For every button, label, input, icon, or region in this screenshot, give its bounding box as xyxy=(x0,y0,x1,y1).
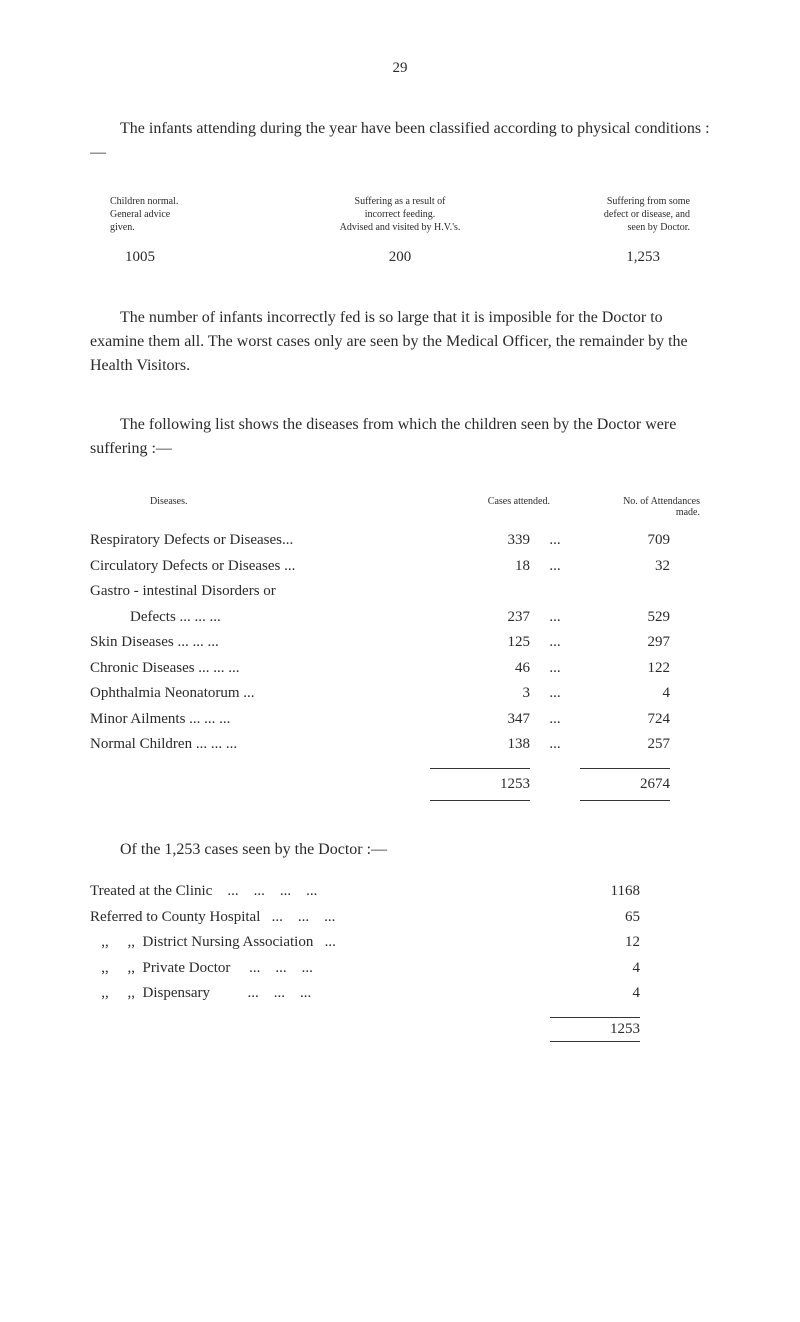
disease-attendances: 257 xyxy=(580,732,670,758)
dots-separator xyxy=(530,579,580,605)
col2-header: Suffering as a result ofincorrect feedin… xyxy=(307,195,493,234)
total-cases: 1253 xyxy=(430,768,530,802)
disease-header-left: Diseases. xyxy=(150,496,430,518)
disease-cases: 138 xyxy=(430,732,530,758)
col1-value: 1005 xyxy=(90,249,276,266)
disease-label: Defects ... ... ... xyxy=(90,605,430,631)
disease-row: Gastro - intestinal Disorders or xyxy=(90,579,710,605)
dots-separator: ... xyxy=(530,554,580,580)
disease-label: Skin Diseases ... ... ... xyxy=(90,630,430,656)
doctor-row: Referred to County Hospital ... ... ...6… xyxy=(90,905,710,931)
doctor-section: Of the 1,253 cases seen by the Doctor :—… xyxy=(90,841,710,1042)
dots-separator: ... xyxy=(530,707,580,733)
col3-value: 1,253 xyxy=(524,249,710,266)
doctor-intro: Of the 1,253 cases seen by the Doctor :— xyxy=(90,841,710,859)
disease-header-right: No. of Attendancesmade. xyxy=(550,496,700,518)
disease-cases: 237 xyxy=(430,605,530,631)
dots-separator: ... xyxy=(530,732,580,758)
disease-label: Respiratory Defects or Diseases... xyxy=(90,528,430,554)
disease-label: Ophthalmia Neonatorum ... xyxy=(90,681,430,707)
disease-attendances: 4 xyxy=(580,681,670,707)
dots-separator: ... xyxy=(530,656,580,682)
doctor-row: Treated at the Clinic ... ... ... ...116… xyxy=(90,879,710,905)
disease-totals-row: 1253 2674 xyxy=(90,768,710,802)
doctor-row-label: ,, ,, Private Doctor ... ... ... xyxy=(90,956,550,982)
disease-label: Minor Ailments ... ... ... xyxy=(90,707,430,733)
col1-header: Children normal.General advicegiven. xyxy=(90,195,276,234)
doctor-row: ,, ,, District Nursing Association ...12 xyxy=(90,930,710,956)
disease-label: Normal Children ... ... ... xyxy=(90,732,430,758)
disease-attendances: 709 xyxy=(580,528,670,554)
disease-cases: 18 xyxy=(430,554,530,580)
disease-attendances: 529 xyxy=(580,605,670,631)
paragraph-2: The number of infants incorrectly fed is… xyxy=(90,306,710,378)
col3-header: Suffering from somedefect or disease, an… xyxy=(524,195,710,234)
classification-table: Children normal.General advicegiven. Suf… xyxy=(90,195,710,266)
doctor-total-value: 1253 xyxy=(550,1017,640,1042)
total-attendances: 2674 xyxy=(580,768,670,802)
paragraph-3: The following list shows the diseases fr… xyxy=(90,413,710,461)
doctor-row-value: 4 xyxy=(550,956,640,982)
dots-separator: ... xyxy=(530,528,580,554)
dots-separator: ... xyxy=(530,605,580,631)
page-number: 29 xyxy=(90,60,710,77)
disease-row: Skin Diseases ... ... ...125...297 xyxy=(90,630,710,656)
disease-row: Ophthalmia Neonatorum ...3...4 xyxy=(90,681,710,707)
dots-separator: ... xyxy=(530,630,580,656)
disease-cases: 46 xyxy=(430,656,530,682)
doctor-row: ,, ,, Private Doctor ... ... ...4 xyxy=(90,956,710,982)
disease-row: Circulatory Defects or Diseases ...18...… xyxy=(90,554,710,580)
doctor-row-value: 12 xyxy=(550,930,640,956)
doctor-row: ,, ,, Dispensary ... ... ...4 xyxy=(90,981,710,1007)
disease-attendances: 724 xyxy=(580,707,670,733)
doctor-row-value: 4 xyxy=(550,981,640,1007)
intro-paragraph: The infants attending during the year ha… xyxy=(90,117,710,165)
disease-attendances: 32 xyxy=(580,554,670,580)
disease-header-mid: Cases attended. xyxy=(430,496,550,518)
disease-row: Normal Children ... ... ...138...257 xyxy=(90,732,710,758)
doctor-row-label: Treated at the Clinic ... ... ... ... xyxy=(90,879,550,905)
disease-row: Respiratory Defects or Diseases...339...… xyxy=(90,528,710,554)
disease-cases: 3 xyxy=(430,681,530,707)
doctor-total-row: 1253 xyxy=(90,1017,710,1042)
disease-cases: 347 xyxy=(430,707,530,733)
disease-attendances: 122 xyxy=(580,656,670,682)
disease-cases xyxy=(430,579,530,605)
col2-value: 200 xyxy=(307,249,493,266)
disease-row: Chronic Diseases ... ... ...46...122 xyxy=(90,656,710,682)
disease-attendances xyxy=(580,579,670,605)
disease-cases: 339 xyxy=(430,528,530,554)
doctor-row-label: Referred to County Hospital ... ... ... xyxy=(90,905,550,931)
disease-label: Chronic Diseases ... ... ... xyxy=(90,656,430,682)
doctor-row-value: 65 xyxy=(550,905,640,931)
disease-attendances: 297 xyxy=(580,630,670,656)
disease-label: Gastro - intestinal Disorders or xyxy=(90,579,430,605)
doctor-row-label: ,, ,, Dispensary ... ... ... xyxy=(90,981,550,1007)
doctor-row-label: ,, ,, District Nursing Association ... xyxy=(90,930,550,956)
doctor-row-value: 1168 xyxy=(550,879,640,905)
disease-table: Diseases. Cases attended. No. of Attenda… xyxy=(90,496,710,801)
disease-row: Defects ... ... ...237...529 xyxy=(90,605,710,631)
disease-label: Circulatory Defects or Diseases ... xyxy=(90,554,430,580)
disease-row: Minor Ailments ... ... ...347...724 xyxy=(90,707,710,733)
disease-cases: 125 xyxy=(430,630,530,656)
dots-separator: ... xyxy=(530,681,580,707)
